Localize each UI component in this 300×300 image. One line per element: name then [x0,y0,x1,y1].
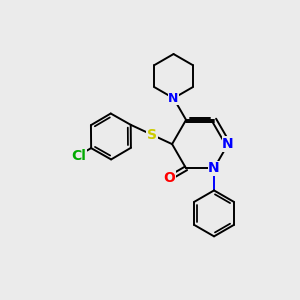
Text: O: O [164,171,175,185]
Text: S: S [147,128,157,142]
Text: N: N [168,92,179,105]
Text: N: N [222,137,234,151]
Text: N: N [208,161,220,175]
Text: Cl: Cl [71,148,86,163]
